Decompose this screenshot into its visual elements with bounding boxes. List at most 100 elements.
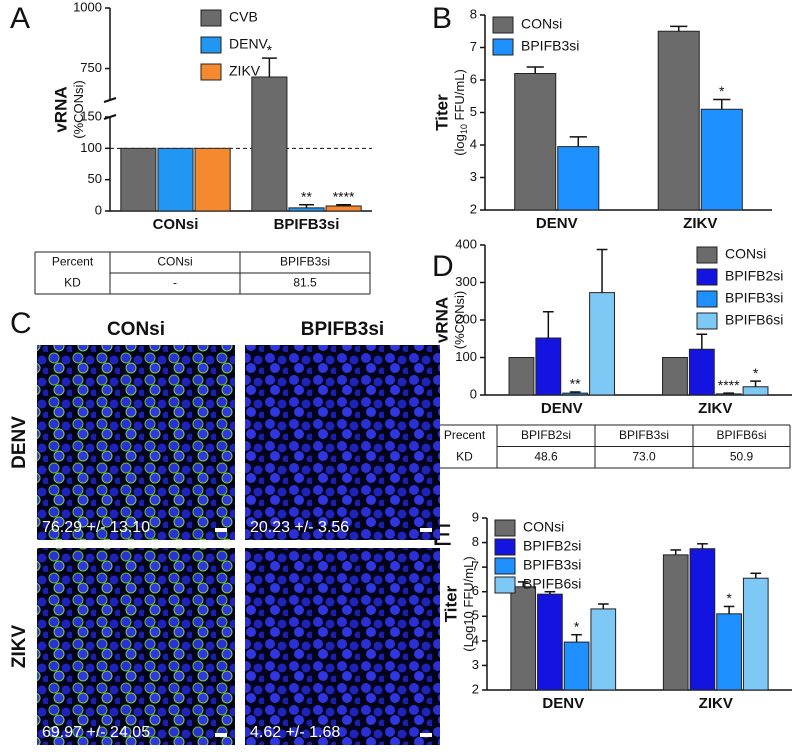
legend-swatch [200, 63, 222, 81]
column-label: BPIFB3si [301, 319, 384, 340]
x-tick-label: DENV [542, 695, 584, 712]
x-tick-label: ZIKV [698, 400, 732, 417]
y-tick-label: 0 [470, 386, 477, 401]
bar [251, 76, 288, 212]
x-tick-label: ZIKV [699, 695, 733, 712]
y-axis-subtitle-part: (log [452, 134, 467, 156]
y-tick-label: 2 [472, 681, 479, 696]
y-tick-label: 9 [472, 509, 479, 524]
table-row-label: Percent [52, 255, 94, 269]
table-header: CONsi [157, 255, 192, 269]
y-tick-label: 7 [472, 559, 479, 574]
table-row-label: Precent [444, 428, 486, 442]
y-tick-label: 5 [472, 608, 479, 623]
row-label: DENV [9, 416, 30, 469]
significance: * [719, 83, 725, 99]
legend-label: CONsi [725, 246, 766, 262]
scale-bar [215, 528, 227, 532]
bar [120, 147, 157, 212]
micrograph [245, 345, 440, 540]
legend-swatch [494, 557, 516, 575]
significance: **** [718, 377, 740, 393]
y-tick-label: 100 [80, 140, 102, 155]
scale-bar [420, 733, 432, 737]
y-axis-subtitle: (%CONsi) [71, 80, 86, 139]
y-axis-title: vRNA [432, 297, 451, 343]
bar [742, 386, 769, 396]
y-tick-label: 750 [80, 60, 102, 75]
x-tick-label: BPIFB3si [274, 216, 340, 233]
legend-swatch [696, 246, 718, 264]
bar [715, 393, 742, 396]
bar [657, 30, 700, 211]
table-row-label: KD [64, 276, 81, 290]
y-axis-subtitle: (Log10 FFU/mL) [461, 556, 476, 651]
legend-swatch [696, 290, 718, 308]
legend-swatch [494, 519, 516, 537]
y-tick-label: 8 [472, 534, 479, 549]
y-tick-label: 3 [470, 169, 477, 184]
micrograph [245, 548, 440, 745]
y-tick-label: 0 [95, 202, 102, 217]
x-tick-label: CONsi [153, 216, 199, 233]
legend-label: CVB [229, 9, 258, 25]
significance: * [753, 365, 759, 381]
legend-label: ZIKV [229, 63, 261, 79]
y-tick-label: 6 [472, 583, 479, 598]
y-axis-subtitle-part: (%CONsi) [452, 291, 467, 350]
bar [508, 357, 535, 396]
bar [157, 147, 194, 212]
significance: * [726, 590, 732, 606]
legend-label: BPIFB6si [523, 576, 581, 592]
axis-break [103, 97, 117, 103]
bar [288, 207, 325, 212]
y-tick-label: 4 [472, 632, 479, 647]
x-tick-label: DENV [536, 215, 578, 232]
y-tick-label: 100 [455, 349, 477, 364]
y-tick-label: 8 [470, 6, 477, 21]
quantification: 76.29 +/- 13.10 [42, 519, 150, 536]
row-label: ZIKV [9, 625, 30, 669]
y-tick-label: 50 [88, 171, 102, 186]
bar [700, 108, 743, 211]
panel-letter: C [10, 307, 32, 340]
legend-label: CONsi [521, 16, 562, 32]
y-axis-subtitle: (%CONsi) [452, 291, 467, 350]
x-tick-label: DENV [541, 400, 583, 417]
y-tick-label: 6 [470, 71, 477, 86]
y-axis-subtitle-part: (Log10 FFU/mL) [461, 556, 476, 651]
bar [742, 577, 769, 691]
y-tick-label: 150 [80, 108, 102, 123]
table-cell: 48.6 [534, 449, 558, 463]
quantification: 4.62 +/- 1.68 [250, 724, 340, 741]
bar [662, 554, 689, 691]
y-axis-subtitle: (log10 FFU/mL) [452, 69, 469, 156]
legend-label: DENV [229, 36, 269, 52]
bar [688, 348, 715, 396]
y-tick-label: 2 [470, 201, 477, 216]
legend-swatch [492, 16, 514, 34]
scale-bar [215, 733, 227, 737]
panel-letter: A [10, 2, 30, 35]
y-tick-label: 4 [470, 136, 477, 151]
bar [589, 292, 615, 396]
table-cell: - [173, 276, 177, 290]
bar [662, 357, 688, 396]
y-tick-label: 200 [455, 311, 477, 326]
micrograph [37, 548, 235, 745]
legend-swatch [492, 38, 514, 56]
table-cell: 81.5 [293, 276, 317, 290]
quantification: 20.23 +/- 3.56 [250, 519, 349, 536]
y-tick-label: 5 [470, 104, 477, 119]
bar [514, 73, 557, 211]
legend-label: CONsi [523, 519, 564, 535]
table-cell: 73.0 [632, 449, 656, 463]
y-tick-label: 400 [455, 236, 477, 251]
legend-swatch [200, 36, 222, 54]
y-axis-title: vRNA [51, 86, 70, 132]
significance: * [267, 42, 273, 58]
legend-swatch [494, 576, 516, 594]
y-axis-subtitle-part: FFU/mL) [452, 69, 467, 124]
column-label: CONsi [107, 319, 165, 340]
